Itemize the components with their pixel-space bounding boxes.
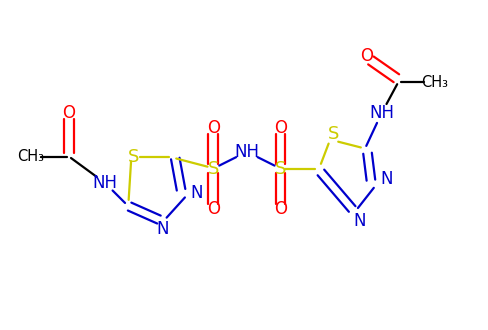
Text: N: N [379, 170, 392, 188]
Text: N: N [156, 220, 169, 238]
Text: S: S [274, 160, 285, 178]
Text: O: O [273, 119, 286, 137]
Text: NH: NH [92, 174, 118, 192]
Text: NH: NH [368, 104, 393, 122]
Text: CH₃: CH₃ [420, 75, 447, 89]
Text: N: N [353, 212, 366, 230]
Text: O: O [360, 47, 373, 65]
Text: S: S [128, 148, 140, 166]
Text: O: O [206, 119, 219, 137]
Text: O: O [273, 200, 286, 218]
Text: CH₃: CH₃ [17, 149, 44, 164]
Text: NH: NH [234, 143, 259, 161]
Text: S: S [207, 160, 219, 178]
Text: S: S [327, 125, 338, 143]
Text: O: O [62, 104, 76, 122]
Text: N: N [190, 183, 202, 202]
Text: O: O [206, 200, 219, 218]
